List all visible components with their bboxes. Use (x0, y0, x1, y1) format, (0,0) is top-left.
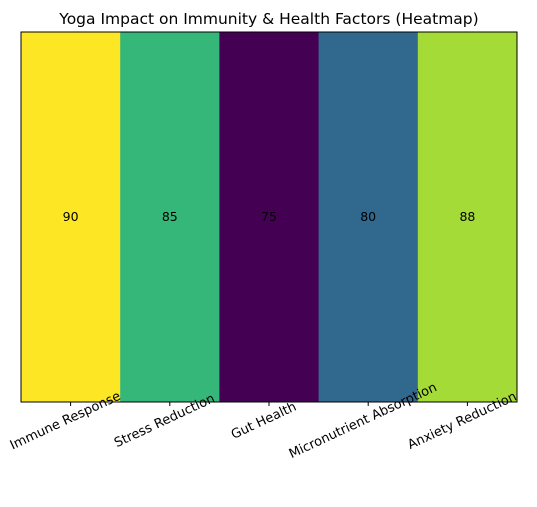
heatmap-cell (120, 32, 220, 402)
heatmap-cell (318, 32, 419, 402)
heatmap-cell (219, 32, 320, 402)
cell-value-label: 80 (360, 209, 376, 224)
cell-value-label: 90 (63, 209, 79, 224)
chart-title: Yoga Impact on Immunity & Health Factors… (58, 10, 478, 28)
cell-value-label: 75 (261, 209, 277, 224)
cell-value-label: 85 (162, 209, 178, 224)
cell-value-label: 88 (459, 209, 475, 224)
heatmap-cell (417, 32, 518, 402)
x-tick-label: Gut Health (229, 399, 299, 442)
heatmap-cell (21, 32, 121, 402)
heatmap-cells: 90 85 75 80 88 (21, 32, 518, 402)
